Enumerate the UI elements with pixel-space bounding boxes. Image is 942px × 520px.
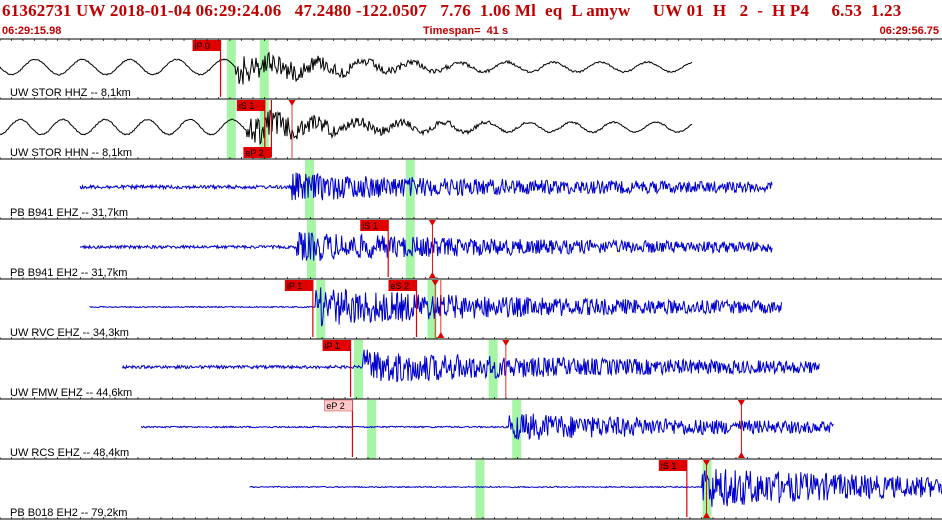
trace-label: UW STOR HHN -- 8,1km — [10, 147, 132, 159]
pick-flag[interactable] — [236, 100, 265, 111]
pick-flag[interactable] — [192, 40, 221, 51]
waveform-trace[interactable] — [79, 172, 773, 201]
phase-window-band — [353, 340, 363, 399]
phase-window-band — [475, 460, 485, 519]
phase-window-band — [226, 40, 236, 99]
pick-flag-label: iS 1 — [362, 221, 378, 231]
event-summary: 61362731 UW 2018-01-04 06:29:24.06 47.24… — [2, 1, 902, 20]
pick-flag[interactable] — [284, 280, 313, 291]
start-time-label: 06:29:15.98 — [2, 25, 62, 37]
event-header: 61362731 UW 2018-01-04 06:29:24.06 47.24… — [0, 0, 942, 38]
waveform-trace[interactable] — [0, 109, 693, 146]
pick-flag-label: eP 2 — [245, 148, 263, 158]
pick-flag[interactable] — [388, 280, 417, 291]
phase-window-band — [304, 160, 314, 219]
phase-window-band — [405, 220, 415, 279]
end-time-label: 06:29:56.75 — [879, 25, 939, 37]
phase-window-band — [367, 400, 377, 459]
trace-label: UW RVC EHZ -- 34,3km — [10, 327, 129, 339]
waveform-trace[interactable] — [0, 51, 693, 85]
pick-flag[interactable] — [324, 399, 353, 412]
pick-flag-label: eP 2 — [326, 401, 344, 411]
phase-window-band — [488, 340, 498, 399]
waveform-trace[interactable] — [140, 413, 834, 440]
waveform-trace[interactable] — [79, 231, 773, 261]
pick-flag[interactable] — [360, 220, 389, 231]
trace-label: PB B941 EHZ -- 31,7km — [10, 207, 128, 219]
pick-flag[interactable] — [658, 460, 687, 471]
pick-flag-label: iS 1 — [239, 101, 255, 111]
waveform-trace[interactable] — [122, 349, 820, 383]
timespan-label: Timespan= 41 s — [423, 25, 509, 37]
trace-label: UW STOR HHZ -- 8,1km — [10, 87, 131, 99]
phase-window-band — [427, 280, 437, 339]
pick-flag[interactable] — [322, 340, 351, 351]
pick-flag-label: eS 2 — [390, 281, 409, 291]
trace-label: PB B018 EH2 -- 79,2km — [10, 507, 127, 519]
trace-label: PB B941 EH2 -- 31,7km — [10, 267, 127, 279]
waveform-trace[interactable] — [249, 469, 942, 507]
pick-flag[interactable] — [243, 147, 272, 158]
trace-label: UW RCS EHZ -- 48,4km — [10, 447, 129, 459]
pick-flag-label: iP 0 — [195, 41, 210, 51]
pick-flag-label: iS 1 — [661, 461, 677, 471]
pick-flag-label: iP 1 — [287, 281, 302, 291]
pick-flag-label: iP 1 — [325, 341, 340, 351]
phase-window-band — [702, 460, 712, 519]
trace-label: UW FMW EHZ -- 44,6km — [10, 387, 132, 399]
phase-window-band — [306, 220, 316, 279]
phase-window-band — [226, 100, 236, 159]
